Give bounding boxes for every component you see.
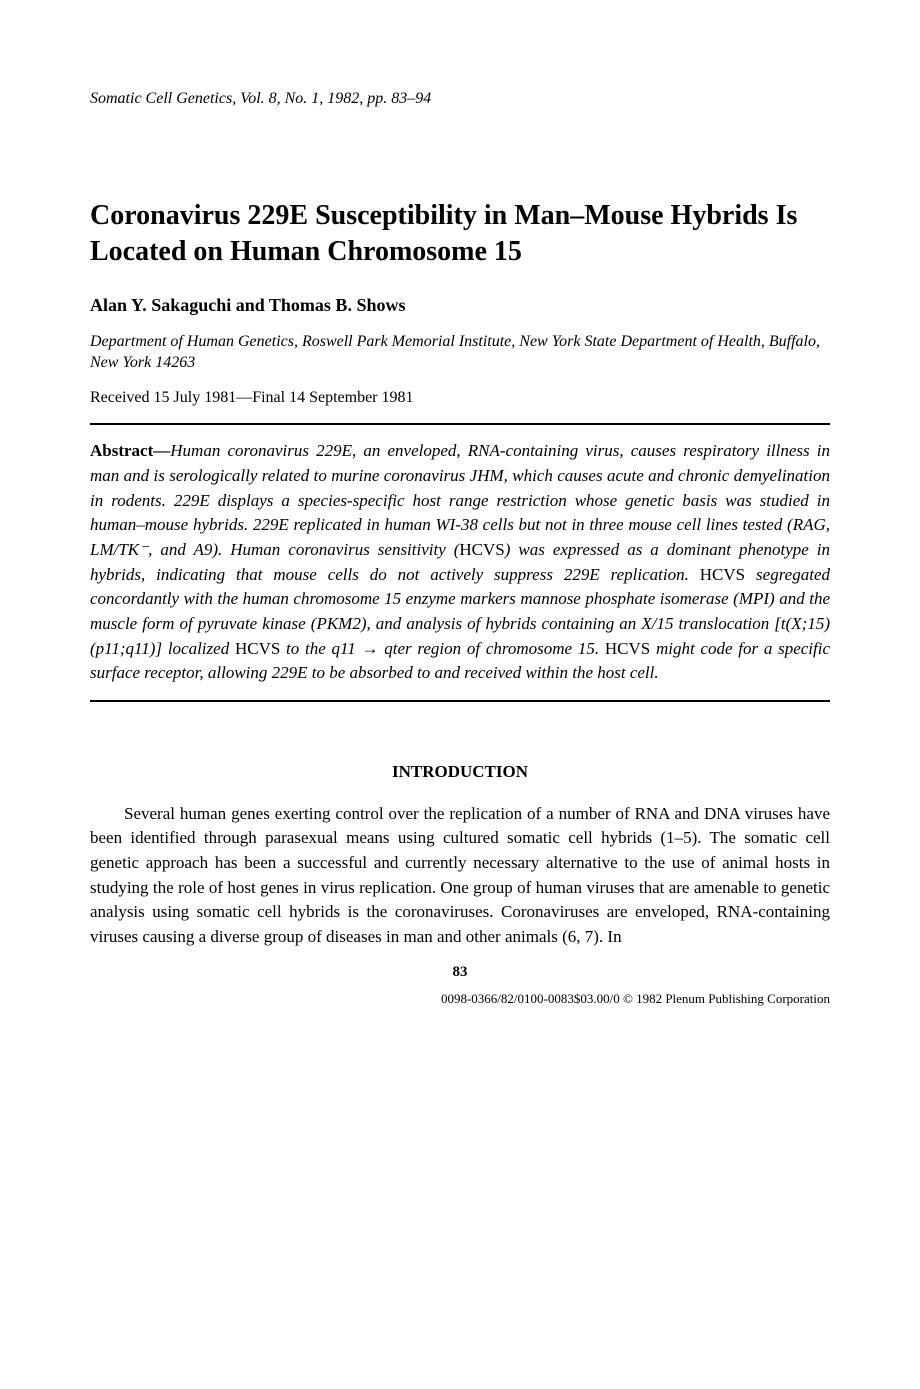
page-container: Somatic Cell Genetics, Vol. 8, No. 1, 19…	[0, 0, 920, 1047]
abstract-text-4: to the q11 → qter region of chromosome 1…	[280, 639, 605, 658]
divider-bottom	[90, 700, 830, 702]
copyright-footer: 0098-0366/82/0100-0083$03.00/0 © 1982 Pl…	[90, 991, 830, 1007]
introduction-paragraph: Several human genes exerting control ove…	[90, 802, 830, 950]
abstract-roman-3: HCVS	[235, 639, 280, 658]
page-number: 83	[90, 964, 830, 981]
section-heading-introduction: INTRODUCTION	[90, 762, 830, 782]
received-date: Received 15 July 1981—Final 14 September…	[90, 389, 830, 407]
divider-top	[90, 423, 830, 425]
authors: Alan Y. Sakaguchi and Thomas B. Shows	[90, 295, 830, 316]
abstract-roman-2: HCVS	[700, 565, 745, 584]
affiliation: Department of Human Genetics, Roswell Pa…	[90, 332, 830, 374]
abstract: Abstract—Human coronavirus 229E, an enve…	[90, 439, 830, 685]
abstract-roman-1: HCVS	[459, 540, 504, 559]
abstract-label: Abstract—	[90, 441, 170, 460]
journal-header: Somatic Cell Genetics, Vol. 8, No. 1, 19…	[90, 90, 830, 108]
abstract-roman-4: HCVS	[605, 639, 650, 658]
article-title: Coronavirus 229E Susceptibility in Man–M…	[90, 198, 830, 271]
